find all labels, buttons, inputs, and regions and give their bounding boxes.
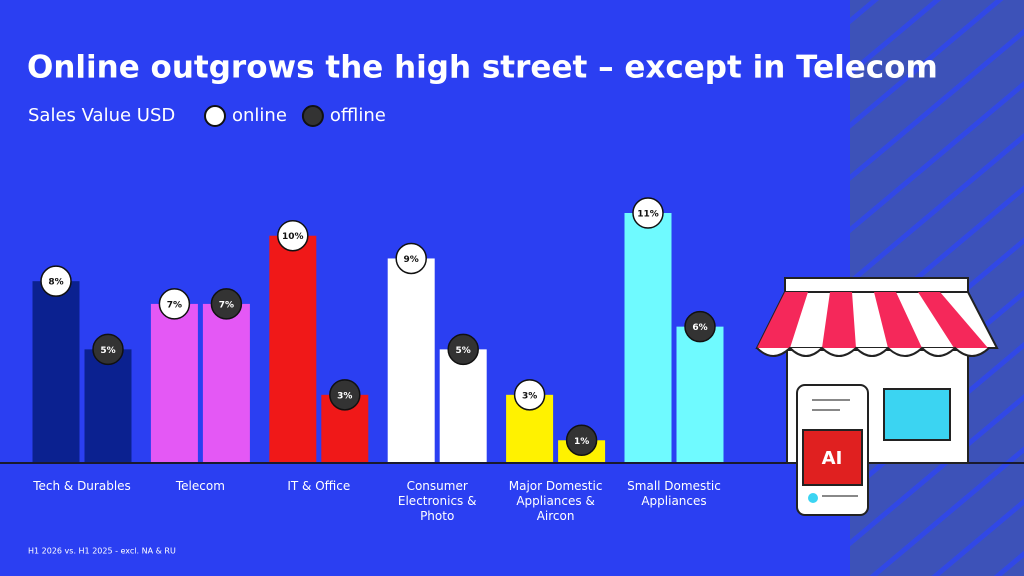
value-marker	[565, 424, 598, 457]
bar	[676, 326, 724, 463]
value-label: 5%	[100, 346, 115, 356]
legend-title: Sales Value USD	[28, 105, 175, 126]
ai-label: AI	[822, 448, 843, 469]
value-marker	[329, 379, 361, 411]
value-label: 5%	[456, 346, 471, 356]
bar	[624, 213, 672, 463]
footnote: H1 2026 vs. H1 2025 - excl. NA & RU	[28, 547, 176, 556]
bar	[202, 303, 250, 463]
x-tick-label: IT & Office	[287, 479, 351, 493]
value-marker	[40, 265, 72, 297]
x-tick-label: Major Domestic Appliances & Aircon	[508, 479, 603, 523]
bar	[387, 258, 435, 463]
legend-marker	[204, 105, 226, 127]
value-label: 11%	[637, 210, 659, 220]
x-tick-label: Consumer Electronics & Photo	[397, 479, 477, 523]
legend-label: offline	[330, 105, 386, 126]
value-marker	[92, 333, 124, 366]
legend-marker	[301, 105, 324, 127]
bar	[32, 281, 80, 463]
value-label: 3%	[522, 391, 537, 401]
legend-label: online	[232, 105, 287, 126]
value-label: 9%	[404, 255, 419, 265]
value-label: 3%	[337, 391, 352, 401]
bar	[84, 349, 132, 463]
x-tick-label: Small Domestic Appliances	[627, 479, 721, 508]
value-marker	[210, 288, 243, 320]
store-illustration: AI	[755, 277, 999, 516]
bar	[439, 349, 487, 463]
value-marker	[513, 379, 546, 411]
x-tick-label: Tech & Durables	[33, 479, 131, 493]
value-marker	[158, 288, 191, 320]
chart-title: Online outgrows the high street – except…	[27, 50, 938, 86]
value-marker	[684, 310, 716, 343]
value-marker	[447, 333, 479, 366]
value-marker	[632, 197, 664, 229]
value-label: 10%	[282, 232, 304, 242]
x-tick-label: Telecom	[175, 479, 225, 493]
value-label: 6%	[692, 323, 707, 333]
value-marker	[395, 242, 427, 275]
value-label: 1%	[574, 437, 589, 447]
value-label: 8%	[48, 278, 63, 288]
value-label: 7%	[167, 300, 182, 310]
bar	[269, 235, 317, 463]
value-marker	[277, 219, 309, 252]
bar	[150, 303, 198, 463]
value-label: 7%	[219, 300, 234, 310]
